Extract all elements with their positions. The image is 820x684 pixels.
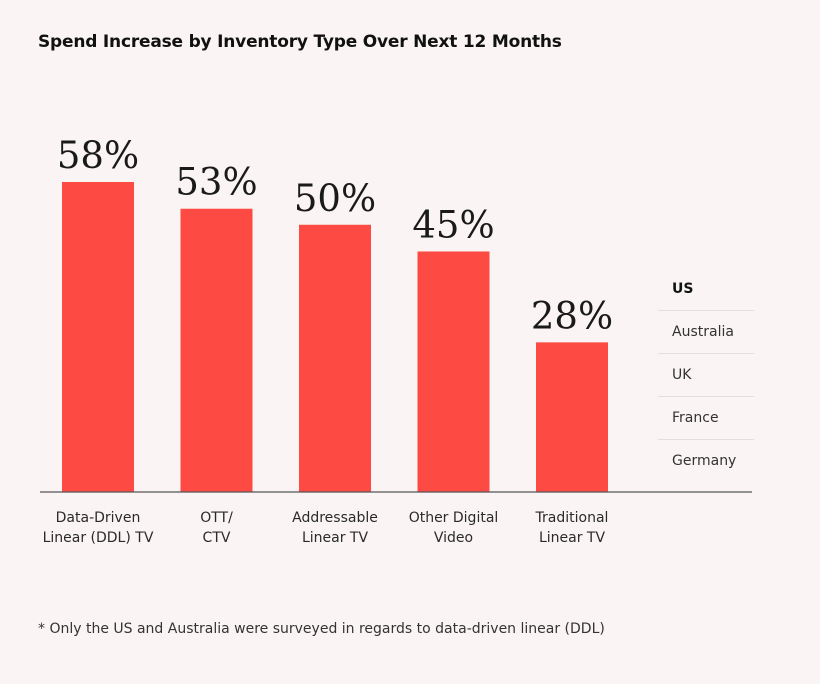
legend-item-australia[interactable]: Australia: [658, 311, 754, 354]
bar-addressable-linear-tv[interactable]: [299, 224, 371, 493]
category-label-ott-ctv-line-2: CTV: [203, 530, 231, 546]
legend-item-germany[interactable]: Germany: [672, 453, 737, 469]
category-label-traditional-linear-tv-line-2: Linear TV: [539, 530, 606, 546]
category-label-addressable-linear-tv-line-2: Linear TV: [302, 530, 369, 546]
bar-data-driven-linear-ddl-tv[interactable]: [62, 182, 134, 492]
country-legend: US Australia UK France Germany: [658, 268, 754, 482]
value-label-data-driven-linear-ddl-tv: 58%: [57, 134, 139, 177]
chart-title: Spend Increase by Inventory Type Over Ne…: [38, 32, 562, 52]
bar-traditional-linear-tv[interactable]: [536, 342, 608, 492]
category-label-data-driven-linear-ddl-tv-line-2: Linear (DDL) TV: [43, 530, 154, 546]
value-label-traditional-linear-tv: 28%: [531, 294, 613, 337]
legend-item-france[interactable]: France: [658, 397, 754, 440]
bar-chart: 58% Data-Driven Linear (DDL) TV 53% OTT/CTV 5…: [40, 134, 752, 546]
value-label-addressable-linear-tv: 50%: [294, 177, 376, 220]
value-label-ott-ctv: 53%: [175, 161, 257, 204]
category-label-addressable-linear-tv-line-1: Addressable: [292, 510, 378, 526]
category-label-ott-ctv-line-1: OTT/: [200, 510, 233, 526]
category-label-other-digital-video-line-1: Other Digital: [409, 510, 499, 526]
bar-other-digital-video[interactable]: [417, 251, 490, 492]
footnote: * Only the US and Australia were surveye…: [38, 621, 605, 637]
value-label-other-digital-video: 45%: [412, 203, 494, 246]
category-label-other-digital-video-line-2: Video: [434, 530, 473, 546]
category-label-data-driven-linear-ddl-tv-line-1: Data-Driven: [56, 510, 141, 526]
category-label-traditional-linear-tv-line-1: Traditional: [535, 510, 609, 526]
legend-item-us[interactable]: US: [658, 268, 754, 311]
bar-ott-ctv[interactable]: [180, 208, 253, 493]
legend-item-uk[interactable]: UK: [658, 354, 754, 397]
